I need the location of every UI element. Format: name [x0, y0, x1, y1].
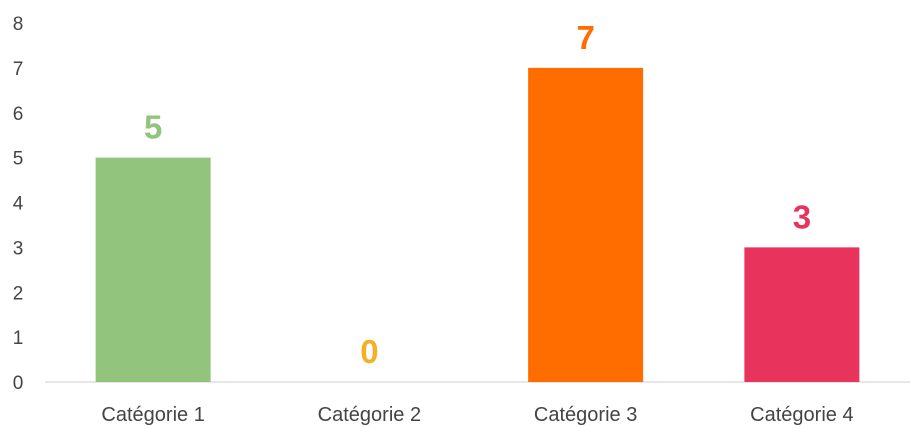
data-label: 3 [793, 198, 811, 235]
category-label: Catégorie 4 [750, 404, 853, 426]
y-tick-label: 5 [13, 149, 24, 170]
y-tick-label: 7 [13, 59, 24, 80]
category-label: Catégorie 1 [101, 404, 204, 426]
data-label: 7 [576, 19, 594, 56]
y-tick-label: 1 [13, 328, 24, 349]
category-label: Catégorie 3 [534, 404, 637, 426]
y-tick-label: 0 [13, 373, 24, 394]
y-tick-label: 8 [13, 14, 24, 35]
y-axis: 0 1 2 3 4 5 6 7 8 [13, 14, 24, 394]
y-tick-label: 3 [13, 238, 24, 259]
y-tick-label: 4 [13, 194, 24, 215]
data-label: 0 [360, 333, 378, 370]
y-tick-label: 6 [13, 104, 24, 125]
data-labels-group: 5 0 7 3 [144, 19, 811, 370]
y-tick-label: 2 [13, 283, 24, 304]
bars-group [95, 67, 860, 382]
bar [744, 247, 860, 382]
bar [95, 157, 211, 382]
x-axis: Catégorie 1 Catégorie 2 Catégorie 3 Catégor… [101, 404, 853, 426]
data-label: 5 [144, 109, 162, 146]
category-label: Catégorie 2 [318, 404, 421, 426]
bar [528, 67, 644, 382]
